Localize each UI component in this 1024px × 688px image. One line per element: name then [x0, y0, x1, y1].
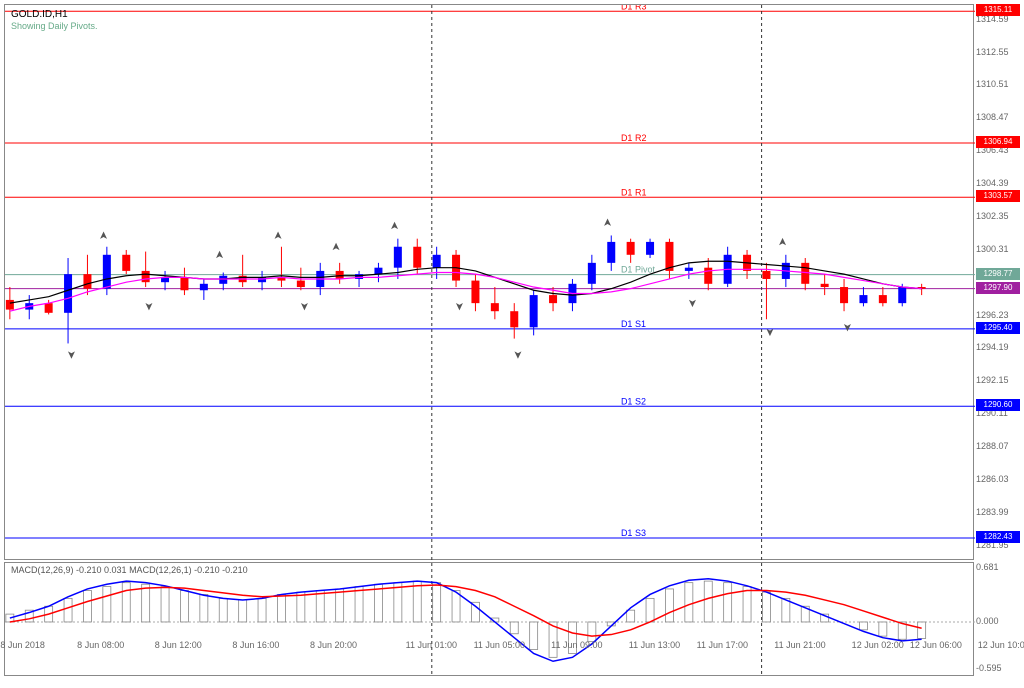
svg-text:D1 S3: D1 S3	[621, 528, 646, 538]
svg-text:➤: ➤	[763, 328, 775, 337]
y-tick: 1294.19	[976, 342, 1009, 352]
macd-y-tick: 0.681	[976, 562, 999, 572]
price-tag: 1303.57	[976, 190, 1020, 202]
svg-text:D1 S1: D1 S1	[621, 319, 646, 329]
price-tag: 1306.94	[976, 136, 1020, 148]
svg-text:D1 R3: D1 R3	[621, 5, 647, 11]
svg-text:➤: ➤	[686, 299, 698, 308]
svg-text:➤: ➤	[511, 350, 523, 359]
x-axis: 8 Jun 20188 Jun 08:008 Jun 12:008 Jun 16…	[4, 676, 974, 688]
macd-panel[interactable]: MACD(12,26,9) -0.210 0.031 MACD(12,26,1)…	[4, 562, 974, 676]
x-tick: 11 Jun 05:00	[474, 640, 525, 650]
x-tick: 11 Jun 21:00	[774, 640, 825, 650]
y-tick: 1310.51	[976, 79, 1009, 89]
macd-y-tick: 0.000	[976, 616, 999, 626]
svg-text:D1 R2: D1 R2	[621, 133, 647, 143]
y-axis: 1281.951283.991286.031288.071290.111292.…	[976, 4, 1024, 560]
y-tick: 1308.47	[976, 112, 1009, 122]
macd-y-tick: -0.595	[976, 663, 1002, 673]
macd-title: MACD(12,26,9) -0.210 0.031 MACD(12,26,1)…	[11, 565, 248, 575]
y-tick: 1304.39	[976, 178, 1009, 188]
svg-text:➤: ➤	[98, 231, 110, 240]
svg-text:➤: ➤	[841, 323, 853, 332]
price-tag: 1295.40	[976, 322, 1020, 334]
y-axis-macd: -0.595 0.000 0.681	[976, 562, 1024, 676]
svg-text:➤: ➤	[272, 231, 284, 240]
x-tick: 12 Jun 02:00	[852, 640, 904, 650]
svg-text:➤: ➤	[777, 237, 789, 246]
price-tag: 1282.43	[976, 531, 1020, 543]
macd-svg	[5, 563, 975, 677]
svg-text:➤: ➤	[453, 302, 465, 311]
svg-text:➤: ➤	[214, 250, 226, 259]
y-tick: 1283.99	[976, 507, 1009, 517]
y-tick: 1286.03	[976, 474, 1009, 484]
y-tick: 1296.23	[976, 310, 1009, 320]
svg-text:D1 S2: D1 S2	[621, 396, 646, 406]
y-tick: 1302.35	[976, 211, 1009, 221]
svg-text:D1 Pivot: D1 Pivot	[621, 265, 656, 275]
x-tick: 11 Jun 01:00	[406, 640, 457, 650]
y-tick: 1288.07	[976, 441, 1009, 451]
y-tick: 1292.15	[976, 375, 1009, 385]
x-tick: 8 Jun 16:00	[232, 640, 279, 650]
chart-title: GOLD.ID,H1	[11, 9, 68, 20]
x-tick: 11 Jun 09:00	[551, 640, 602, 650]
x-tick: 8 Jun 20:00	[310, 640, 357, 650]
x-tick: 12 Jun 06:00	[910, 640, 962, 650]
price-chart[interactable]: GOLD.ID,H1 Showing Daily Pivots. D1 R3D1…	[4, 4, 974, 560]
x-tick: 12 Jun 10:00	[978, 640, 1024, 650]
svg-text:➤: ➤	[65, 350, 77, 359]
svg-text:D1 R1: D1 R1	[621, 187, 647, 197]
svg-text:➤: ➤	[143, 302, 155, 311]
x-tick: 11 Jun 13:00	[629, 640, 680, 650]
svg-text:➤: ➤	[331, 242, 343, 251]
x-tick: 11 Jun 17:00	[697, 640, 748, 650]
svg-text:➤: ➤	[298, 302, 310, 311]
price-svg: D1 R3 D1 R2 D1 R1 D1 Pivot D1 S1 D1 S2 D1 S3 ➤ ➤…	[5, 5, 975, 561]
x-tick: 8 Jun 12:00	[155, 640, 202, 650]
y-tick: 1312.55	[976, 47, 1009, 57]
x-tick: 8 Jun 2018	[0, 640, 45, 650]
price-tag: 1315.11	[976, 4, 1020, 16]
chart-subtitle: Showing Daily Pivots.	[11, 21, 98, 31]
price-tag: 1290.60	[976, 399, 1020, 411]
svg-text:➤: ➤	[602, 218, 614, 227]
price-tag: 1298.77	[976, 268, 1020, 280]
price-tag: 1297.90	[976, 282, 1020, 294]
y-tick: 1300.31	[976, 244, 1009, 254]
svg-text:➤: ➤	[389, 221, 401, 230]
x-tick: 8 Jun 08:00	[77, 640, 124, 650]
